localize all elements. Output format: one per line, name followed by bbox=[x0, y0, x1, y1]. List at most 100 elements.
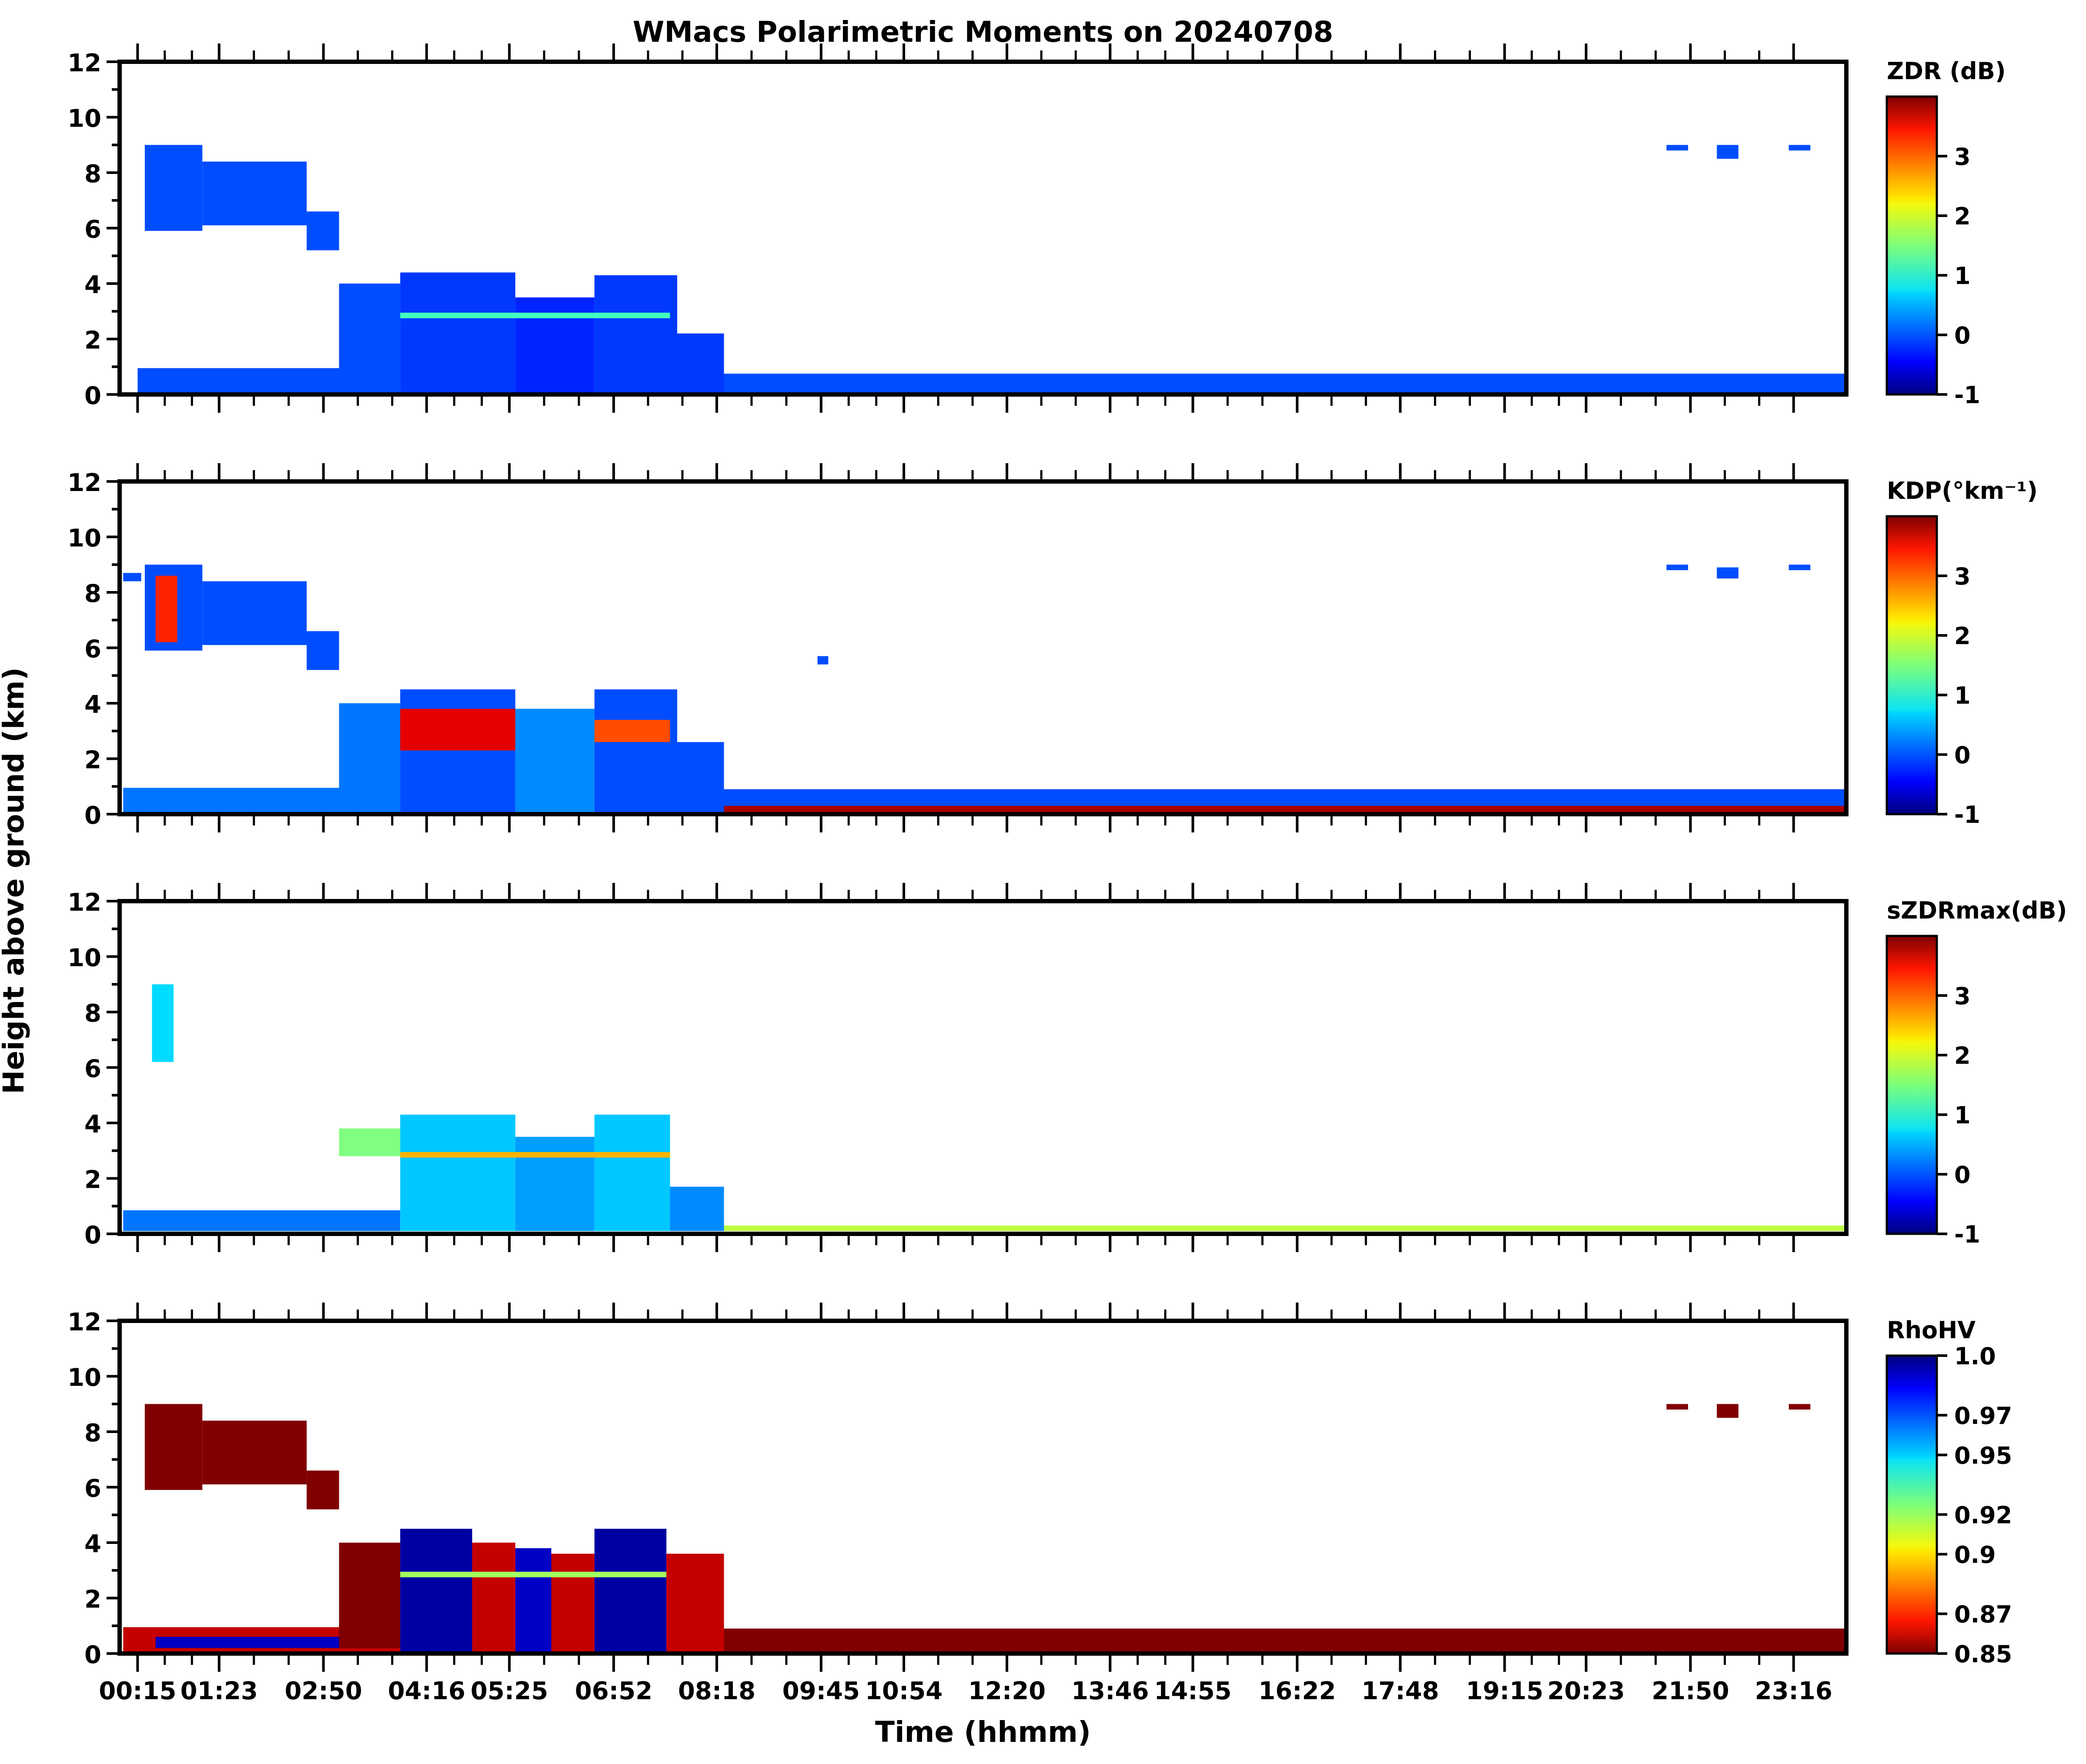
y-tick-label: 4 bbox=[84, 271, 101, 299]
y-tick-label: 12 bbox=[67, 889, 101, 917]
x-tick-label: 04:16 bbox=[388, 1677, 465, 1705]
heatmap-cell bbox=[594, 720, 670, 742]
heatmap-cell bbox=[724, 1628, 1846, 1652]
y-tick-label: 2 bbox=[84, 1166, 101, 1194]
y-tick-label: 12 bbox=[67, 1308, 101, 1336]
heatmap-cell bbox=[472, 1543, 515, 1652]
heatmap-cell bbox=[1788, 145, 1811, 150]
y-tick-label: 6 bbox=[84, 1055, 101, 1083]
y-tick-label: 6 bbox=[84, 1475, 101, 1503]
x-tick-label: 09:45 bbox=[782, 1677, 860, 1705]
y-tick-label: 0 bbox=[84, 802, 101, 830]
y-tick-label: 0 bbox=[84, 382, 101, 410]
heatmap-cell bbox=[551, 1554, 595, 1652]
y-tick-label: 4 bbox=[84, 1110, 101, 1139]
colorbar-tick-label: 3 bbox=[1954, 143, 1971, 170]
heatmap-cell bbox=[400, 1571, 667, 1577]
heatmap-cell bbox=[339, 284, 401, 392]
y-tick-label: 2 bbox=[84, 746, 101, 775]
heatmap-cell bbox=[400, 1152, 670, 1158]
colorbar-label: sZDRmax(dB) bbox=[1887, 897, 2067, 924]
heatmap-cell bbox=[515, 708, 595, 813]
colorbar-tick-label: 2 bbox=[1954, 203, 1971, 230]
heatmap-cell bbox=[339, 1543, 401, 1648]
y-tick-label: 10 bbox=[67, 944, 101, 972]
y-tick-label: 8 bbox=[84, 1419, 101, 1447]
x-tick-label: 05:25 bbox=[471, 1677, 548, 1705]
x-tick-label: 21:50 bbox=[1651, 1677, 1729, 1705]
heatmap-cell bbox=[724, 805, 1846, 813]
colorbar bbox=[1885, 515, 1938, 815]
heatmap-cell bbox=[1788, 565, 1811, 570]
plot-frame bbox=[117, 899, 1849, 1236]
y-tick-label: 6 bbox=[84, 635, 101, 664]
x-tick-label: 23:16 bbox=[1755, 1677, 1832, 1705]
heatmap-cell bbox=[724, 1225, 1846, 1231]
heatmap-cell bbox=[400, 708, 515, 751]
heatmap-cell bbox=[400, 312, 670, 318]
x-tick-label: 08:18 bbox=[678, 1677, 756, 1705]
heatmap-cell bbox=[594, 1529, 667, 1652]
y-tick-label: 2 bbox=[84, 327, 101, 355]
heatmap-cell bbox=[400, 689, 515, 813]
colorbar-tick-label: 1 bbox=[1954, 262, 1971, 290]
heatmap-cell bbox=[155, 575, 177, 642]
heatmap-cell bbox=[1717, 567, 1738, 579]
colorbar-tick-label: -1 bbox=[1954, 1221, 1980, 1248]
colorbar-tick-label: 2 bbox=[1954, 1042, 1971, 1069]
heatmap-cell bbox=[1717, 145, 1738, 159]
heatmap-cell bbox=[515, 1136, 595, 1231]
heatmap-cell bbox=[202, 1420, 307, 1485]
colorbar-tick-label: 2 bbox=[1954, 622, 1971, 650]
y-tick-label: 8 bbox=[84, 580, 101, 608]
heatmap-cell bbox=[1666, 565, 1688, 570]
x-tick-label: 06:52 bbox=[575, 1677, 652, 1705]
heatmap-cell bbox=[666, 1554, 724, 1652]
colorbar-tick-label: 0.97 bbox=[1954, 1402, 2012, 1430]
heatmap-cell bbox=[817, 656, 829, 665]
heatmap-cell bbox=[144, 1404, 203, 1490]
heatmap-cell bbox=[152, 984, 174, 1062]
heatmap-cell bbox=[594, 275, 677, 393]
colorbar bbox=[1885, 1354, 1938, 1655]
heatmap-cell bbox=[677, 742, 724, 813]
heatmap-cell bbox=[339, 1128, 401, 1156]
colorbar-label: KDP(°km⁻¹) bbox=[1887, 477, 2038, 504]
heatmap-cell bbox=[339, 703, 401, 809]
x-tick-label: 20:23 bbox=[1548, 1677, 1625, 1705]
y-tick-label: 0 bbox=[84, 1221, 101, 1250]
figure-title: WMacs Polarimetric Moments on 20240708 bbox=[633, 15, 1334, 49]
heatmap-cell bbox=[400, 1114, 515, 1231]
colorbar-tick-label: -1 bbox=[1954, 801, 1980, 829]
y-tick-label: 8 bbox=[84, 160, 101, 188]
x-tick-label: 19:15 bbox=[1466, 1677, 1543, 1705]
x-tick-label: 02:50 bbox=[284, 1677, 362, 1705]
y-tick-label: 4 bbox=[84, 691, 101, 719]
heatmap-cell bbox=[677, 333, 724, 393]
heatmap-cell bbox=[1788, 1404, 1811, 1410]
heatmap-cell bbox=[307, 631, 339, 670]
y-tick-label: 2 bbox=[84, 1586, 101, 1614]
colorbar-tick-label: 3 bbox=[1954, 982, 1971, 1010]
heatmap-cell bbox=[123, 1210, 401, 1231]
y-tick-label: 8 bbox=[84, 999, 101, 1028]
x-tick-label: 00:15 bbox=[99, 1677, 176, 1705]
colorbar-tick-label: 0 bbox=[1954, 1161, 1971, 1189]
y-tick-label: 0 bbox=[84, 1641, 101, 1669]
heatmap-cell bbox=[1717, 1404, 1738, 1418]
colorbar-tick-label: 0 bbox=[1954, 322, 1971, 349]
y-tick-label: 12 bbox=[67, 49, 101, 77]
y-tick-label: 10 bbox=[67, 1364, 101, 1392]
x-tick-label: 16:22 bbox=[1258, 1677, 1336, 1705]
colorbar-tick-label: 0.85 bbox=[1954, 1640, 2012, 1668]
colorbar bbox=[1885, 935, 1938, 1235]
colorbar-tick-label: 1 bbox=[1954, 1102, 1971, 1129]
heatmap-cell bbox=[144, 145, 203, 231]
y-axis-label: Height above ground (km) bbox=[0, 667, 30, 1094]
colorbar-tick-label: 0.9 bbox=[1954, 1541, 1996, 1569]
y-tick-label: 4 bbox=[84, 1530, 101, 1558]
colorbar-tick-label: 1 bbox=[1954, 682, 1971, 709]
